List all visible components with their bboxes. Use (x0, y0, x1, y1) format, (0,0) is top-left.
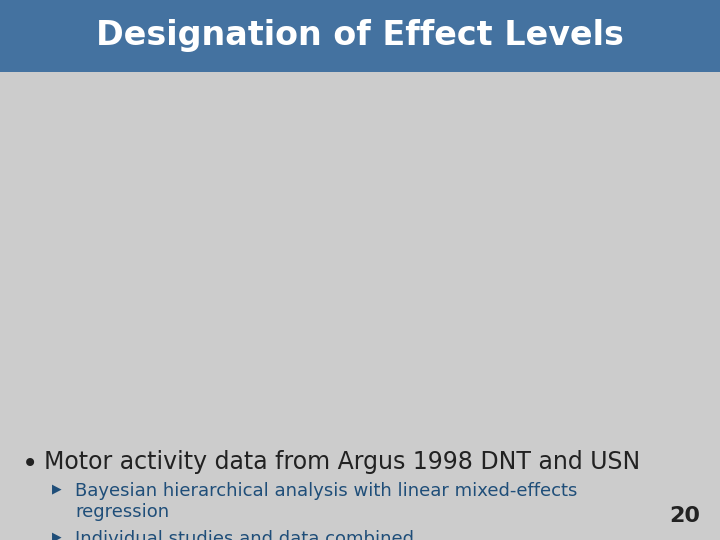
Text: Bayesian hierarchical analysis with linear mixed-effects
regression: Bayesian hierarchical analysis with line… (75, 482, 577, 521)
Text: Designation of Effect Levels: Designation of Effect Levels (96, 19, 624, 52)
Text: Motor activity data from Argus 1998 DNT and USN: Motor activity data from Argus 1998 DNT … (44, 450, 640, 474)
Text: Individual studies and data combined: Individual studies and data combined (75, 530, 414, 540)
Text: ▶: ▶ (52, 530, 62, 540)
Text: 20: 20 (669, 506, 700, 526)
Bar (0, 0, 720, 72)
Text: ▶: ▶ (52, 482, 62, 495)
Text: •: • (22, 450, 38, 478)
